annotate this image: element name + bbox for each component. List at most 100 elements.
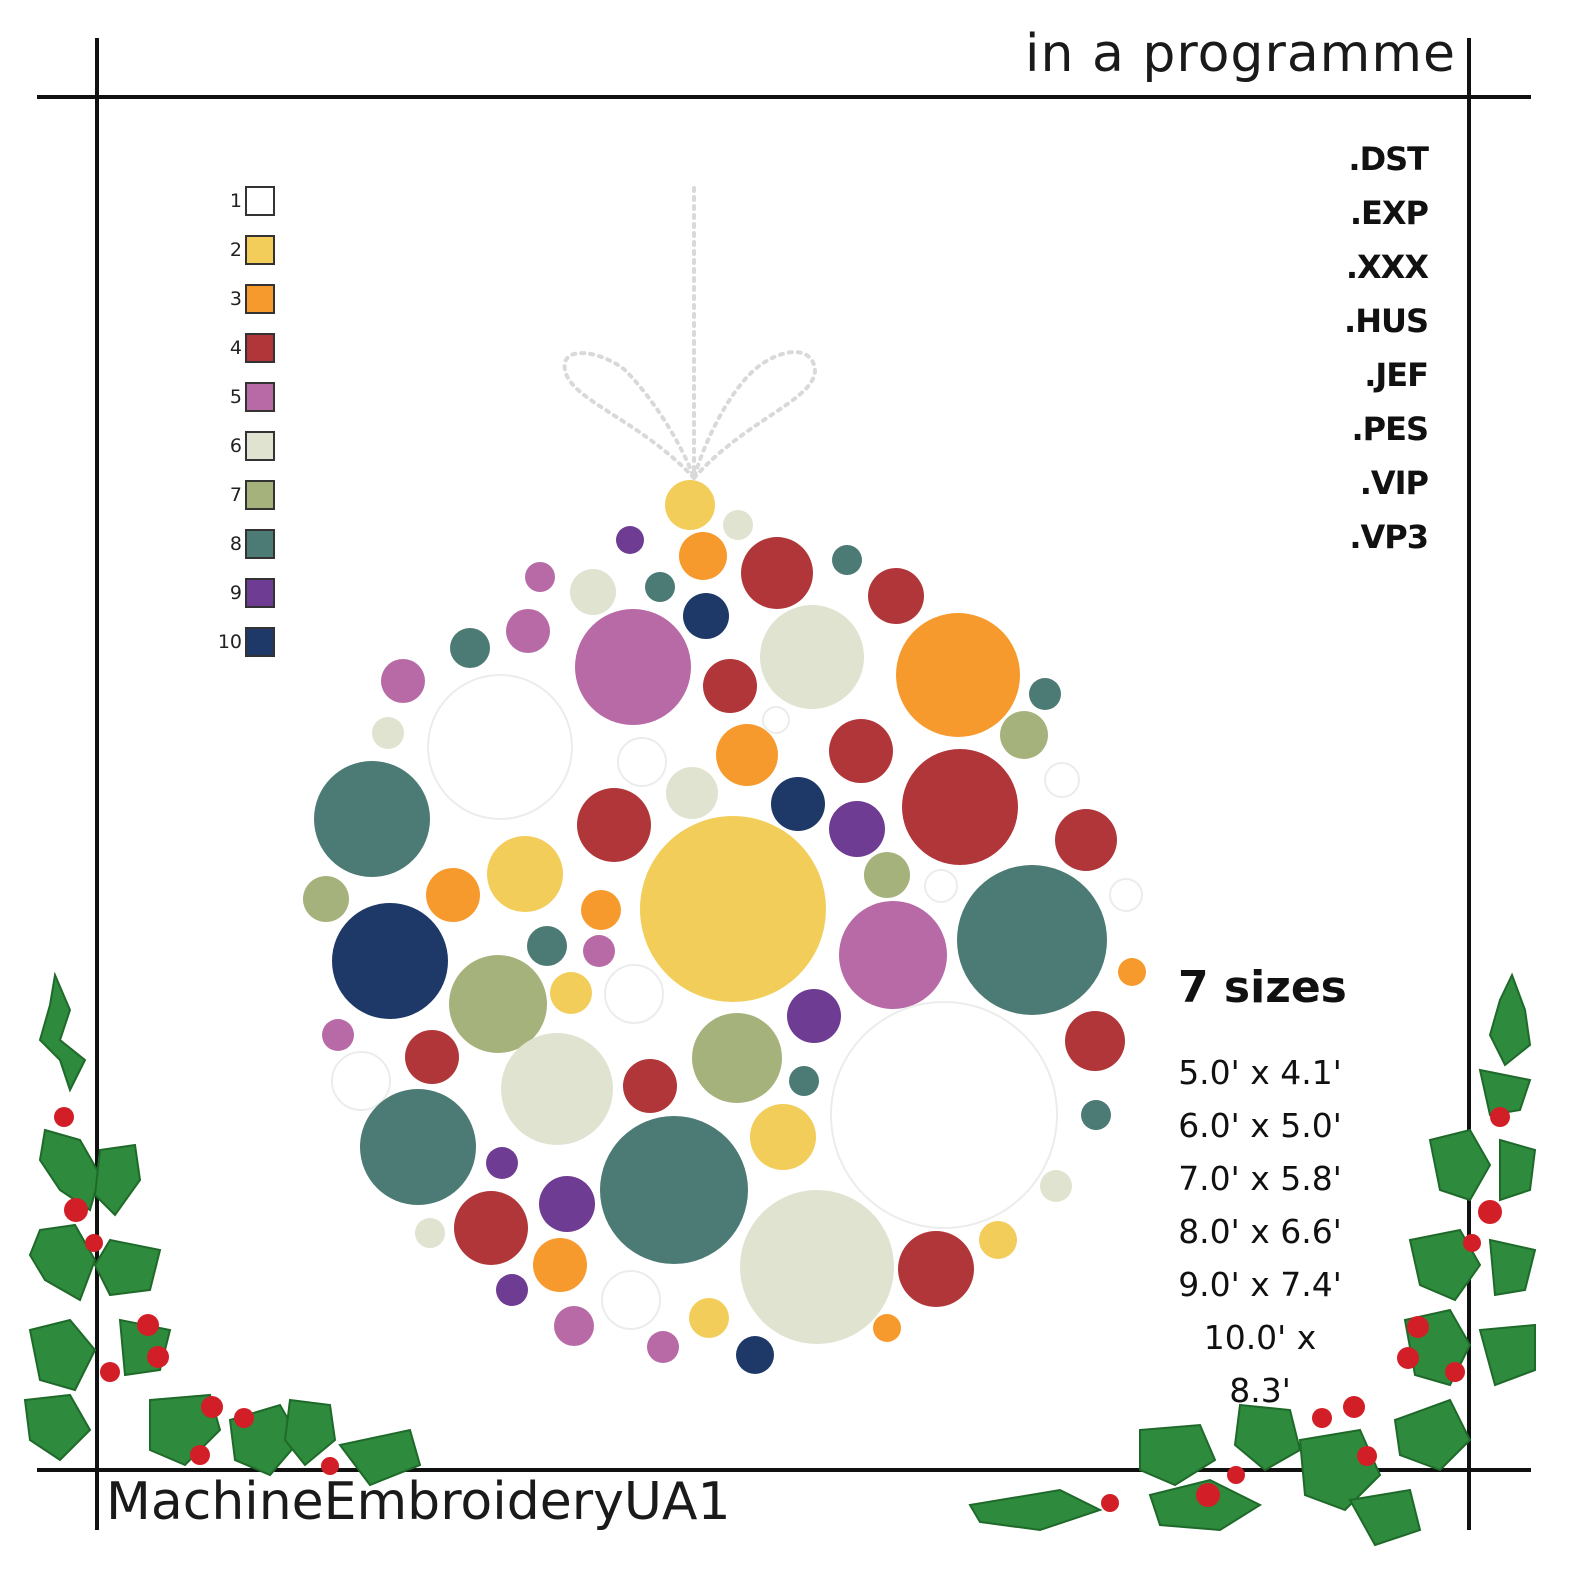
ornament-dot xyxy=(723,510,753,540)
color-palette: 1 2 3 4 5 6 7 8 9 10 xyxy=(212,176,275,666)
holly-left-icon xyxy=(23,971,422,1487)
palette-swatch-row: 8 xyxy=(212,519,275,568)
palette-swatch-color xyxy=(245,626,275,657)
ornament-dot xyxy=(486,1147,518,1179)
ornament-dot xyxy=(322,1019,354,1051)
ornament-dot xyxy=(873,1314,901,1342)
size-item: 6.0' x 5.0' xyxy=(1178,1106,1342,1145)
ornament-dot xyxy=(740,1190,894,1344)
ornament-dot xyxy=(501,1033,613,1145)
ornament-dot xyxy=(577,788,651,862)
palette-swatch-number: 4 xyxy=(229,336,242,359)
ornament-dot xyxy=(868,568,924,624)
palette-swatch-number: 8 xyxy=(229,532,242,555)
ornament-dot xyxy=(570,569,616,615)
format-item: .DST xyxy=(1348,140,1429,178)
palette-swatch-number: 6 xyxy=(229,434,242,457)
palette-swatch-color xyxy=(245,332,275,363)
palette-swatch-row: 4 xyxy=(212,323,275,372)
ornament-dot xyxy=(539,1176,595,1232)
ornament-dot xyxy=(487,836,563,912)
palette-swatch-color xyxy=(245,577,275,608)
size-item: 7.0' x 5.8' xyxy=(1178,1159,1342,1198)
ornament-dot xyxy=(830,1001,1058,1229)
palette-swatch-row: 1 xyxy=(212,176,275,225)
ornament-dot xyxy=(839,901,947,1009)
palette-swatch-number: 3 xyxy=(229,287,242,310)
ornament-dot xyxy=(1000,711,1048,759)
ornament-dot xyxy=(533,1238,587,1292)
ornament-dot xyxy=(736,1336,774,1374)
palette-swatch-row: 6 xyxy=(212,421,275,470)
ornament-dot xyxy=(1040,1170,1072,1202)
ornament-dot xyxy=(506,609,550,653)
ornament-dot xyxy=(750,1104,816,1170)
palette-swatch-color xyxy=(245,381,275,412)
ornament-dot xyxy=(1055,809,1117,871)
ornament-dot xyxy=(647,1331,679,1363)
ornament-dot xyxy=(645,572,675,602)
ornament-dot xyxy=(665,480,715,530)
ornament-dot xyxy=(898,1231,974,1307)
format-item: .PES xyxy=(1351,410,1429,448)
ornament-dot xyxy=(381,659,425,703)
ornament-dot xyxy=(601,1270,661,1330)
ornament-dot xyxy=(829,719,893,783)
ornament-dot xyxy=(426,868,480,922)
palette-swatch-row: 10 xyxy=(212,617,275,666)
ornament-dot xyxy=(689,1298,729,1338)
ornament-dot xyxy=(716,724,778,786)
ornament-dot xyxy=(600,1116,748,1264)
palette-swatch-color xyxy=(245,430,275,461)
palette-swatch-color xyxy=(245,528,275,559)
ornament-dot xyxy=(1109,878,1143,912)
ornament-dot xyxy=(314,761,430,877)
ornament-dot xyxy=(864,852,910,898)
format-item: .VIP xyxy=(1359,464,1429,502)
size-item: 5.0' x 4.1' xyxy=(1178,1053,1342,1092)
palette-swatch-color xyxy=(245,283,275,314)
ornament-dot xyxy=(692,1013,782,1103)
ornament-dot xyxy=(741,537,813,609)
ornament-dot xyxy=(372,717,404,749)
ornament-dot xyxy=(640,816,826,1002)
palette-swatch-color xyxy=(245,479,275,510)
ornament-dot xyxy=(1081,1100,1111,1130)
ornament-dot xyxy=(427,674,573,820)
ornament-dot xyxy=(616,526,644,554)
header-title: in a programme xyxy=(1025,24,1456,84)
ornament-dot xyxy=(496,1274,528,1306)
ornament-dot xyxy=(575,609,691,725)
ornament-dot xyxy=(683,593,729,639)
ornament-dot xyxy=(789,1066,819,1096)
ornament-dot xyxy=(703,659,757,713)
format-item: .HUS xyxy=(1344,302,1429,340)
frame-bottom-line xyxy=(37,1468,1531,1472)
ornament-dot xyxy=(924,869,958,903)
ornament-dot xyxy=(760,605,864,709)
format-item: .XXX xyxy=(1345,248,1429,286)
sizes-title: 7 sizes xyxy=(1178,962,1347,1013)
ornament-dot xyxy=(896,613,1020,737)
frame-right-line xyxy=(1467,38,1471,1530)
ornament-dot xyxy=(405,1030,459,1084)
palette-swatch-number: 5 xyxy=(229,385,242,408)
ornament-dot xyxy=(604,964,664,1024)
brand-watermark: MachineEmbroideryUA1 xyxy=(106,1472,731,1532)
palette-swatch-number: 1 xyxy=(229,189,242,212)
ornament-dot xyxy=(902,749,1018,865)
ornament-dot xyxy=(332,903,448,1019)
format-list: .DST .EXP .XXX .HUS .JEF .PES .VIP .VP3 xyxy=(1344,132,1429,564)
ornament-dot xyxy=(581,890,621,930)
frame-left-line xyxy=(95,38,99,1530)
ornament-dot xyxy=(679,532,727,580)
palette-swatch-color xyxy=(245,185,275,216)
palette-swatch-row: 5 xyxy=(212,372,275,421)
format-item: .VP3 xyxy=(1349,518,1429,556)
ornament-dot xyxy=(1118,958,1146,986)
ornament-dot xyxy=(449,955,547,1053)
ornament-dot xyxy=(450,628,490,668)
ornament-dot xyxy=(1044,762,1080,798)
palette-swatch-row: 9 xyxy=(212,568,275,617)
